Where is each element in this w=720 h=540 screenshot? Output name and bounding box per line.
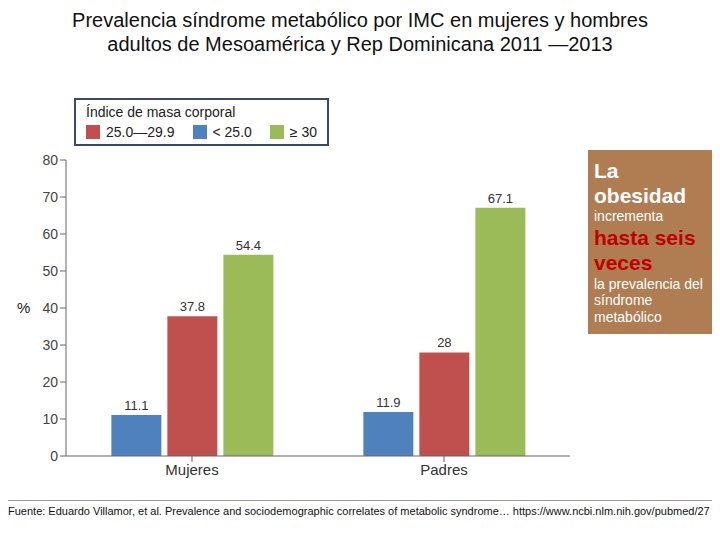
svg-text:40: 40	[42, 300, 58, 316]
svg-text:70: 70	[42, 189, 58, 205]
svg-text:11.9: 11.9	[376, 395, 400, 410]
svg-text:60: 60	[42, 226, 58, 242]
svg-text:20: 20	[42, 374, 58, 390]
svg-text:54.4: 54.4	[236, 238, 261, 253]
svg-text:Padres: Padres	[420, 461, 468, 478]
html-text:25.0—29.9: 25.0—29.9	[106, 124, 175, 140]
html-text:la prevalencia del síndrome me: la prevalencia del síndrome metabólico	[594, 275, 703, 326]
html-text:Índice de masa corporal: Índice de masa corporal	[86, 104, 236, 120]
svg-text:10: 10	[42, 411, 58, 427]
svg-text:Mujeres: Mujeres	[165, 461, 218, 478]
svg-text:30: 30	[42, 337, 58, 353]
svg-text:67.1: 67.1	[488, 191, 513, 206]
svg-text:80: 80	[42, 152, 58, 168]
html-text:Fuente: Eduardo Villamor, et a: Fuente: Eduardo Villamor, et al. Prevale…	[8, 505, 710, 517]
svg-text:28: 28	[437, 335, 451, 350]
html-text:Prevalencia síndrome metabólic: Prevalencia síndrome metabólico por IMC …	[72, 9, 648, 55]
html-text:< 25.0: < 25.0	[212, 124, 252, 140]
svg-text:%: %	[17, 299, 30, 316]
svg-text:0: 0	[50, 448, 58, 464]
svg-text:11.1: 11.1	[124, 398, 148, 413]
html-text:hasta seis veces: hasta seis veces	[594, 226, 696, 275]
html-text:La obesidad: La obesidad	[594, 159, 687, 208]
html-text:incrementa: incrementa	[594, 208, 664, 225]
svg-text:37.8: 37.8	[180, 299, 205, 314]
html-text:≥ 30: ≥ 30	[289, 124, 317, 140]
svg-text:50: 50	[42, 263, 58, 279]
